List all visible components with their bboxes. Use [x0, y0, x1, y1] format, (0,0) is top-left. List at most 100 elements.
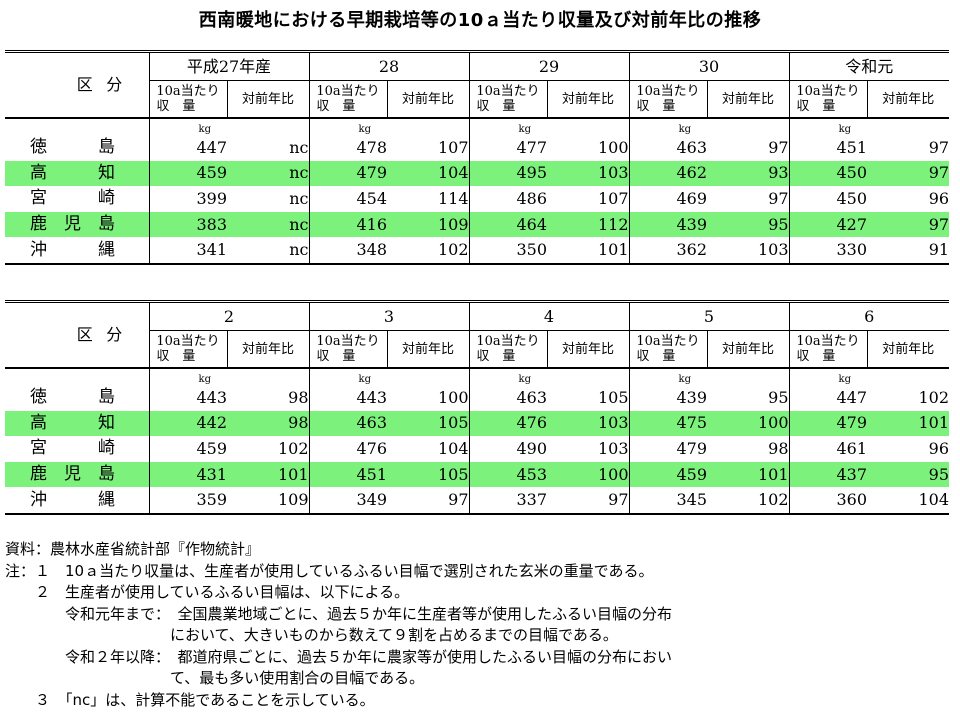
yoy-subheader: 対前年比: [706, 80, 790, 119]
table-row: 徳 島 447 nc 478 107 477 100 463 97 451 97: [5, 135, 949, 161]
year-header: 令和元: [788, 50, 950, 81]
yoy-cell: 97: [867, 160, 950, 187]
yield-cell: 453: [468, 461, 547, 488]
yield-cell: 447: [788, 385, 867, 411]
yield-subheader: 10a当たり収 量: [468, 330, 548, 369]
yield-subheader: 10a当たり収 量: [628, 80, 708, 119]
note-2b-line2: て、最も多い使用割合の目幅である。: [5, 669, 425, 687]
yield-subheader-line1: 10a当たり: [796, 334, 860, 349]
yield-subheader-line2: 収 量: [796, 99, 836, 114]
yield-subheader: 10a当たり収 量: [788, 330, 868, 369]
yield-subheader-line2: 収 量: [316, 349, 356, 364]
note-1: 注：１ 10ａ当たり収量は、生産者が使用しているふるい目幅で選別された玄米の重量…: [5, 561, 654, 580]
prefecture-name: 沖 縄: [5, 237, 149, 265]
yoy-cell: 104: [387, 160, 470, 187]
kubun-label-b: 分: [106, 75, 123, 94]
note-2a-line1: 令和元年まで： 全国農業地域ごとに、過去５か年に生産者等が使用したふるい目幅の分…: [5, 604, 673, 623]
yield-subheader-line1: 10a当たり: [156, 84, 220, 99]
yield-cell: 341: [148, 237, 227, 265]
unit-label: kg: [628, 367, 707, 385]
yield-cell: 443: [308, 385, 387, 411]
yield-cell: 454: [308, 186, 387, 212]
prefecture-name: 宮 崎: [30, 438, 115, 459]
unit-label: kg: [628, 117, 708, 135]
yield-cell: 495: [468, 160, 548, 187]
yield-cell: 463: [308, 410, 387, 437]
yoy-cell: 102: [277, 438, 309, 458]
unit-label: kg: [148, 117, 227, 135]
yield-cell: 490: [468, 436, 547, 462]
unit-label: kg: [308, 367, 387, 385]
yoy-cell: 100: [707, 410, 789, 437]
note-2: ２ 生産者が使用しているふるい目幅は、以下による。: [5, 583, 410, 601]
unit-label: kg: [308, 117, 387, 135]
yoy-cell: 105: [387, 461, 469, 488]
prefecture-name: 沖 縄: [5, 487, 149, 515]
yoy-cell: 95: [867, 461, 949, 488]
yoy-cell: 109: [227, 487, 309, 515]
yield-cell: 431: [148, 461, 227, 488]
yoy-cell: 100: [547, 461, 629, 488]
yield-cell: 461: [788, 436, 867, 462]
yoy-cell: 103: [597, 438, 629, 458]
table-row: 高 知 442 98 463 105 476 103 475 100 479 101: [5, 410, 949, 437]
unit-label: kg: [148, 367, 227, 385]
yield-cell: 450: [788, 186, 868, 212]
yoy-cell: 109: [387, 211, 470, 238]
yoy-cell: 103: [707, 237, 790, 265]
yield-cell: 427: [788, 211, 868, 238]
yield-cell: 459: [628, 461, 707, 488]
yoy-cell: nc: [227, 237, 309, 265]
unit-label: kg: [788, 367, 867, 385]
table-row: 鹿 児 島 431 101 451 105 453 100 459 101 437 95: [5, 461, 949, 488]
year-header: 29: [468, 50, 630, 81]
yoy-cell: 97: [387, 487, 469, 515]
yield-cell: 330: [788, 237, 868, 265]
yield-subheader-line1: 10a当たり: [636, 84, 700, 99]
yield-cell: 362: [628, 237, 708, 265]
yield-cell: 479: [788, 410, 867, 437]
unit-label: kg: [788, 117, 868, 135]
yield-cell: 476: [308, 436, 387, 462]
yoy-cell: 114: [437, 188, 469, 208]
yoy-subheader: 対前年比: [546, 330, 630, 369]
yield-cell: 478: [308, 135, 387, 161]
yield-cell: 479: [628, 436, 707, 462]
yield-cell: 469: [628, 186, 708, 212]
yoy-cell: 100: [437, 387, 469, 407]
prefecture-name: 宮 崎: [30, 188, 115, 209]
yield-cell: 348: [308, 237, 387, 265]
yield-subheader: 10a当たり収 量: [628, 330, 708, 369]
yoy-cell: nc: [289, 137, 309, 157]
yield-subheader-line1: 10a当たり: [316, 334, 380, 349]
yoy-cell: 97: [867, 211, 950, 238]
table-row: 宮 崎 459 102 476 104 490 103 479 98 461 96: [5, 436, 949, 462]
yield-cell: 486: [468, 186, 548, 212]
yoy-cell: 107: [437, 137, 469, 157]
yield-cell: 349: [308, 487, 387, 515]
yoy-cell: 97: [768, 137, 789, 157]
yield-cell: 443: [148, 385, 227, 411]
yoy-subheader: 対前年比: [386, 80, 470, 119]
yoy-cell: 102: [707, 487, 789, 515]
yield-subheader-line2: 収 量: [636, 349, 676, 364]
yield-subheader: 10a当たり収 量: [308, 80, 388, 119]
yield-subheader: 10a当たり収 量: [788, 80, 868, 119]
kubun-header: 区分: [5, 300, 150, 369]
yoy-cell: 97: [547, 487, 629, 515]
year-header: 6: [788, 300, 949, 331]
yield-subheader: 10a当たり収 量: [468, 80, 548, 119]
yield-subheader-line2: 収 量: [156, 349, 196, 364]
yield-cell: 463: [628, 135, 708, 161]
yield-cell: 463: [468, 385, 547, 411]
year-header: 4: [468, 300, 630, 331]
yield-subheader-line1: 10a当たり: [476, 84, 540, 99]
yoy-cell: 101: [867, 410, 949, 437]
yield-cell: 462: [628, 160, 708, 187]
yoy-cell: nc: [227, 160, 309, 187]
yield-table-1: 区分平成27年産 28 29 30 令和元 10a当たり収 量対前年比 10a当たり収 量対…: [5, 50, 950, 265]
yoy-cell: 97: [768, 188, 789, 208]
yoy-cell: 105: [597, 387, 629, 407]
yield-cell: 459: [148, 160, 227, 187]
notes: 資料：農林水産省統計部『作物統計』 注：１ 10ａ当たり収量は、生産者が使用して…: [5, 539, 955, 711]
